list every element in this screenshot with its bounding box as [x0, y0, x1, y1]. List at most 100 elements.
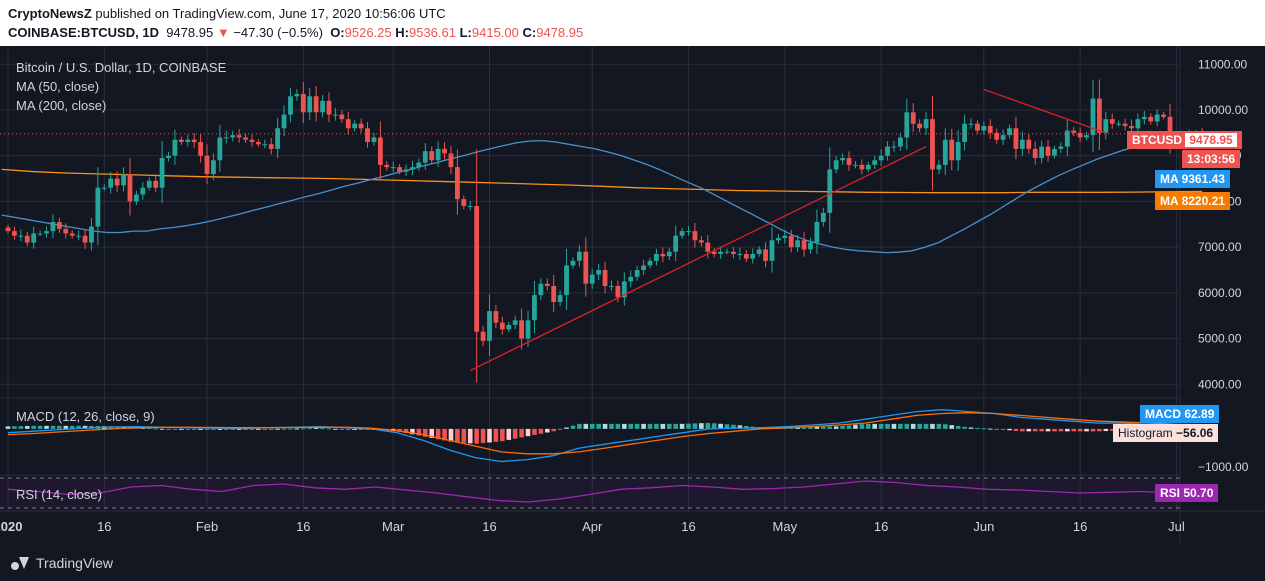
tradingview-logo-icon[interactable]	[10, 554, 30, 572]
candle	[769, 227, 775, 273]
macd-histogram-bar	[50, 425, 56, 429]
candle	[1154, 109, 1160, 127]
candle-body	[82, 235, 88, 243]
candle-body	[1000, 135, 1006, 140]
price-tick-label: 7000.00	[1198, 240, 1242, 254]
footer: TradingView	[0, 545, 1265, 581]
candle	[596, 263, 602, 281]
candle-body	[403, 169, 409, 172]
macd-histogram-bar	[352, 428, 357, 430]
candle	[930, 95, 935, 191]
macd-histogram-bar	[480, 428, 486, 444]
candle	[499, 316, 505, 335]
candle-body	[936, 164, 942, 170]
candle	[95, 167, 101, 246]
tradingview-brand[interactable]: TradingView	[36, 555, 114, 571]
candle	[840, 153, 845, 165]
candle-body	[474, 206, 480, 332]
candle	[410, 160, 415, 176]
candle	[230, 130, 236, 142]
macd-histogram-bar	[326, 428, 332, 430]
candle	[660, 247, 666, 263]
candle	[647, 257, 653, 269]
price-tick-label: 11000.00	[1198, 57, 1247, 71]
macd-histogram-bar	[455, 428, 460, 443]
macd-histogram-bar	[1090, 428, 1096, 432]
ma50-path	[1, 138, 1203, 254]
candle-body	[615, 286, 621, 298]
candle-body	[698, 240, 704, 243]
btcusd-label-value: 9478.95	[1185, 133, 1237, 147]
candle-body	[140, 187, 146, 195]
macd-price-label: MACD 62.89	[1140, 405, 1220, 423]
candle	[910, 103, 916, 132]
close-value: 9478.95	[536, 25, 584, 40]
candle-body	[307, 96, 313, 113]
macd-histogram-bar	[223, 428, 229, 430]
candle	[63, 223, 69, 239]
price-chart[interactable]: 11000.0010000.009000.008000.007000.00600…	[0, 46, 1265, 545]
candle	[24, 231, 30, 247]
macd-histogram-bar	[172, 428, 178, 430]
macd-histogram-bar	[339, 428, 345, 430]
candle-body	[589, 274, 595, 284]
candle	[69, 230, 75, 239]
macd-histogram-bar	[410, 428, 415, 435]
candle	[570, 257, 576, 269]
macd-histogram-bar	[840, 425, 845, 429]
candle	[634, 265, 640, 281]
macd-histogram-bar	[898, 423, 903, 429]
candle-body	[262, 144, 268, 146]
candle	[275, 117, 281, 159]
candle	[448, 145, 454, 175]
candle-body	[711, 251, 717, 254]
time-tick-label: 16	[1073, 519, 1087, 534]
price-tick-label: 5000.00	[1198, 332, 1242, 346]
candle	[493, 304, 499, 329]
candle	[288, 87, 293, 123]
macd-histogram-bar	[281, 428, 287, 430]
candle-body	[345, 119, 351, 129]
ma50-price-label: MA 9361.43	[1155, 170, 1230, 188]
candle-body	[737, 254, 743, 255]
macd-legend: MACD (12, 26, close, 9)	[16, 409, 155, 424]
candle-body	[788, 235, 794, 248]
candle	[878, 149, 884, 167]
macd-histogram-bar	[654, 423, 659, 429]
low-value: 9415.00	[471, 25, 519, 40]
candle-body	[31, 233, 37, 243]
candle-body	[217, 137, 223, 161]
candle	[718, 246, 724, 259]
macd-histogram-bar	[301, 428, 306, 430]
candle	[56, 217, 62, 233]
candle-body	[185, 139, 191, 142]
candle-body	[37, 233, 43, 235]
candle-body	[249, 139, 255, 142]
candle-body	[1071, 130, 1077, 133]
candle-body	[371, 137, 377, 142]
candle	[217, 124, 223, 172]
macd-histogram-bar	[673, 423, 678, 429]
macd-label-value: 62.89	[1184, 407, 1215, 421]
time-tick-label: 16	[296, 519, 310, 534]
candle-body	[333, 114, 338, 116]
candle	[589, 268, 595, 289]
macd-histogram-bar	[814, 426, 820, 429]
candle	[204, 144, 210, 185]
candle	[795, 234, 801, 253]
candle-body	[557, 295, 563, 302]
btcusd-price-label: BTCUSD 9478.95	[1127, 131, 1242, 149]
time-tick-label: 16	[681, 519, 695, 534]
macd-histogram-bar	[943, 424, 948, 429]
macd-histogram-bar	[641, 423, 646, 429]
ma50-label-name: MA	[1160, 172, 1179, 186]
trendline	[983, 88, 1107, 134]
candle	[89, 217, 94, 251]
candle	[300, 82, 306, 124]
candle-body	[146, 180, 152, 188]
candle-body	[769, 240, 775, 261]
macd-label-name: MACD	[1145, 407, 1181, 421]
candle-body	[1007, 128, 1012, 136]
candle	[788, 229, 794, 253]
candle-body	[583, 251, 589, 284]
